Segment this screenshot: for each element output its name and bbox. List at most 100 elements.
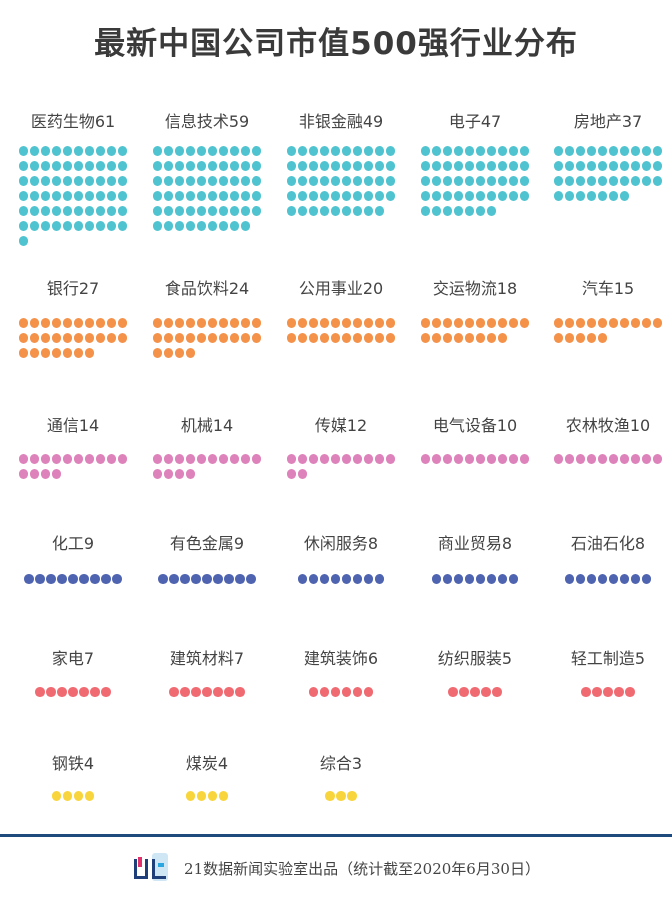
dot	[586, 146, 597, 156]
dot	[62, 161, 73, 171]
dot	[90, 687, 100, 697]
dot	[363, 191, 374, 201]
dot	[174, 206, 185, 216]
dot	[464, 454, 475, 464]
dot	[163, 191, 174, 201]
dot	[297, 176, 308, 186]
dot	[90, 574, 100, 584]
dot-group	[152, 318, 264, 363]
dot	[575, 146, 586, 156]
dot	[630, 454, 641, 464]
dot	[630, 176, 641, 186]
dot	[341, 146, 352, 156]
dot	[475, 176, 486, 186]
dot	[29, 161, 40, 171]
dot	[641, 318, 652, 328]
dot	[641, 176, 652, 186]
dot	[330, 574, 341, 584]
dot	[597, 454, 608, 464]
dot	[106, 318, 117, 328]
category-label: 煤炭4	[185, 754, 229, 773]
dot	[308, 333, 319, 343]
dot	[575, 176, 586, 186]
dot	[575, 161, 586, 171]
dot	[117, 191, 128, 201]
dot	[18, 333, 29, 343]
dot	[229, 454, 240, 464]
dot	[308, 206, 319, 216]
category-label: 银行27	[46, 279, 100, 298]
dot	[564, 574, 575, 584]
dot	[163, 221, 174, 231]
dot	[442, 454, 453, 464]
dot	[652, 146, 663, 156]
dot	[603, 687, 613, 697]
dot	[218, 206, 229, 216]
dot	[46, 687, 56, 697]
dot	[597, 146, 608, 156]
dot	[235, 574, 245, 584]
dot	[174, 176, 185, 186]
dot-group	[420, 146, 532, 221]
dot	[240, 318, 251, 328]
dot	[619, 191, 630, 201]
dot	[229, 161, 240, 171]
dot	[297, 333, 308, 343]
dot	[51, 161, 62, 171]
dot-group	[541, 574, 672, 589]
dot	[196, 791, 207, 801]
dot	[40, 161, 51, 171]
dot	[73, 146, 84, 156]
dot	[174, 333, 185, 343]
dot	[564, 146, 575, 156]
category-label: 机械14	[180, 416, 234, 435]
dot	[385, 333, 396, 343]
dot	[73, 791, 84, 801]
dot	[352, 191, 363, 201]
dot	[508, 454, 519, 464]
dot	[625, 687, 635, 697]
dot	[240, 146, 251, 156]
dot	[553, 146, 564, 156]
dot	[508, 574, 519, 584]
dot	[73, 348, 84, 358]
dot	[202, 687, 212, 697]
dot	[174, 146, 185, 156]
dot	[352, 206, 363, 216]
dot	[73, 454, 84, 464]
dot	[385, 146, 396, 156]
dot	[581, 687, 591, 697]
dot	[95, 221, 106, 231]
dot	[207, 454, 218, 464]
dot	[24, 574, 34, 584]
dot	[564, 318, 575, 328]
dot	[196, 318, 207, 328]
dot	[385, 454, 396, 464]
dot	[453, 318, 464, 328]
dot	[297, 161, 308, 171]
dot	[475, 206, 486, 216]
dot	[341, 333, 352, 343]
dot	[508, 176, 519, 186]
dot	[62, 318, 73, 328]
category-label: 纺织服装5	[437, 649, 513, 668]
dot	[630, 146, 641, 156]
dot	[352, 454, 363, 464]
dot	[363, 161, 374, 171]
dot	[641, 454, 652, 464]
dot	[95, 146, 106, 156]
category-17: 有色金属9	[140, 530, 274, 584]
dot-group	[140, 574, 274, 589]
dot	[152, 333, 163, 343]
dot	[308, 574, 319, 584]
dot	[40, 221, 51, 231]
dot	[286, 318, 297, 328]
dot-group	[152, 146, 264, 236]
dot	[486, 454, 497, 464]
dot	[341, 161, 352, 171]
dot	[352, 318, 363, 328]
footer-credit: 21数据新闻实验室出品（统计截至2020年6月30日）	[184, 859, 540, 878]
dot	[553, 161, 564, 171]
dot	[117, 318, 128, 328]
dot	[497, 146, 508, 156]
